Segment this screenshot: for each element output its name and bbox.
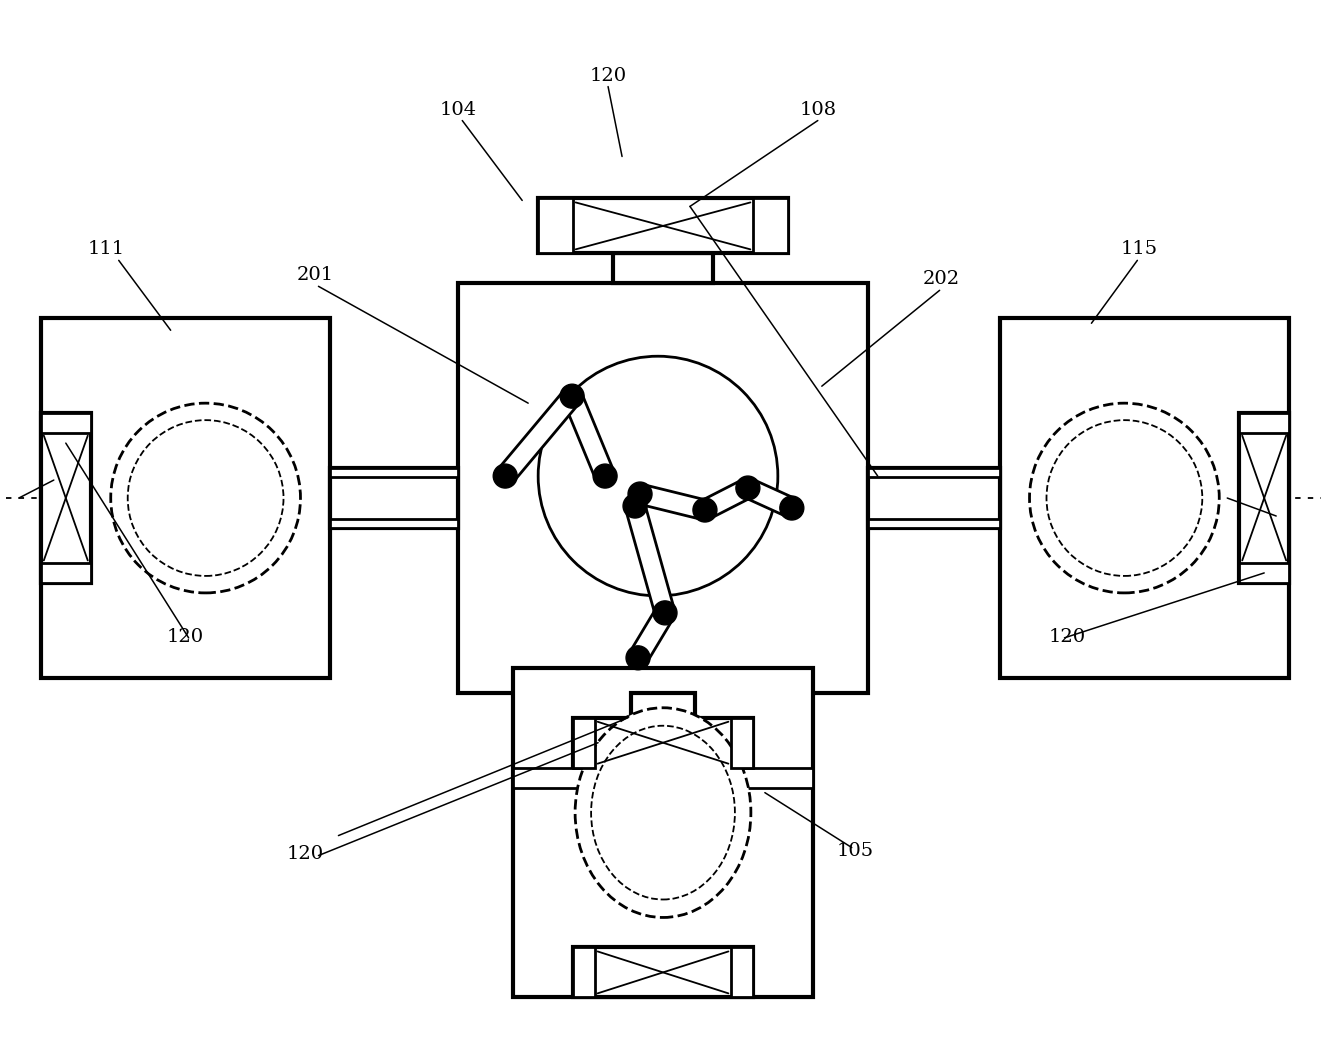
Bar: [573, 718, 752, 768]
Bar: [458, 283, 868, 693]
Polygon shape: [638, 484, 707, 520]
Polygon shape: [701, 479, 752, 519]
Circle shape: [780, 496, 804, 520]
Circle shape: [593, 464, 617, 488]
Bar: [514, 768, 813, 788]
Polygon shape: [743, 479, 796, 517]
Text: 115: 115: [1121, 240, 1158, 259]
Bar: [514, 668, 813, 998]
Bar: [330, 468, 458, 477]
Polygon shape: [563, 392, 614, 480]
Ellipse shape: [1030, 403, 1220, 593]
Bar: [999, 319, 1289, 678]
Polygon shape: [629, 608, 674, 663]
Bar: [41, 413, 90, 583]
Bar: [573, 947, 752, 998]
Bar: [613, 254, 713, 283]
Ellipse shape: [591, 725, 735, 899]
Circle shape: [628, 482, 652, 506]
Bar: [330, 468, 458, 528]
Text: 201: 201: [297, 266, 334, 284]
Ellipse shape: [1047, 420, 1202, 576]
Bar: [868, 468, 999, 528]
Bar: [1239, 413, 1289, 433]
Ellipse shape: [127, 420, 284, 576]
Text: 202: 202: [924, 270, 961, 288]
Bar: [630, 693, 695, 718]
Text: 105: 105: [836, 842, 873, 859]
Bar: [539, 198, 573, 254]
Bar: [573, 947, 594, 998]
Text: 120: 120: [167, 628, 204, 646]
Bar: [41, 319, 330, 678]
Text: 120: 120: [287, 845, 324, 863]
Circle shape: [736, 476, 760, 500]
Circle shape: [624, 494, 648, 518]
Bar: [330, 519, 458, 528]
Bar: [731, 718, 752, 768]
Bar: [41, 563, 90, 583]
Text: 120: 120: [1048, 628, 1085, 646]
Text: 120: 120: [589, 67, 626, 85]
Bar: [752, 198, 788, 254]
Bar: [573, 718, 594, 768]
Circle shape: [626, 646, 650, 670]
Circle shape: [539, 356, 778, 596]
Polygon shape: [625, 503, 674, 615]
Ellipse shape: [575, 707, 751, 917]
Text: 111: 111: [88, 240, 125, 259]
Bar: [868, 519, 999, 528]
Circle shape: [494, 464, 518, 488]
Ellipse shape: [110, 403, 300, 593]
Bar: [731, 947, 752, 998]
Polygon shape: [498, 390, 580, 482]
Bar: [1239, 413, 1289, 583]
Circle shape: [693, 498, 717, 522]
Bar: [868, 468, 999, 477]
Text: 108: 108: [799, 101, 836, 118]
Circle shape: [653, 601, 677, 625]
Bar: [539, 198, 788, 254]
Bar: [1239, 563, 1289, 583]
Text: 104: 104: [439, 101, 476, 118]
Bar: [41, 413, 90, 433]
Circle shape: [560, 385, 584, 408]
